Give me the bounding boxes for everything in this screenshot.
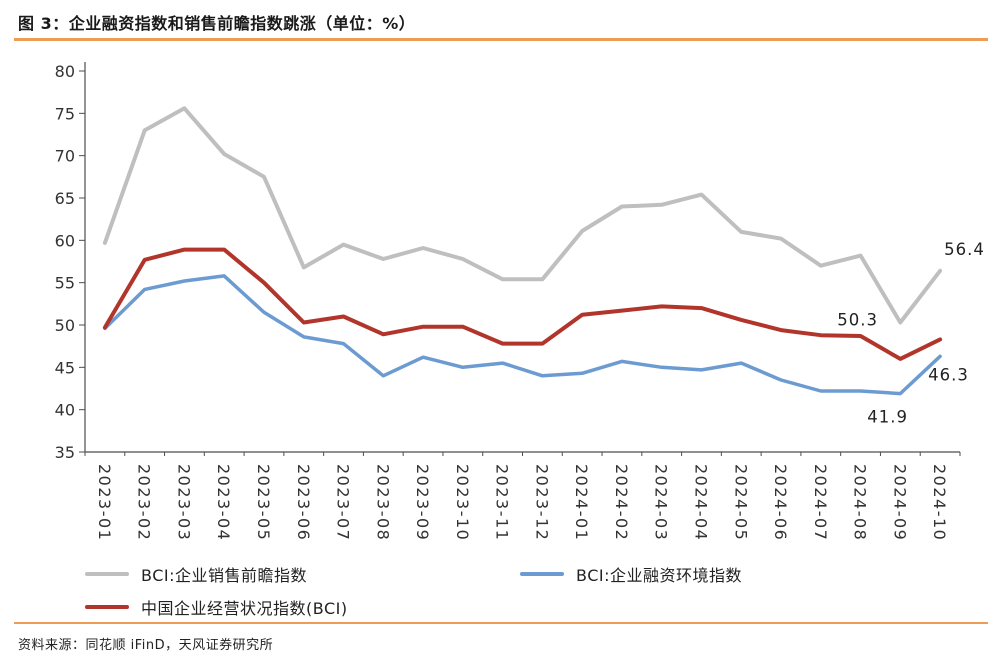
legend-label: BCI:企业融资环境指数 [576,566,742,585]
svg-text:2024-04: 2024-04 [692,464,711,541]
legend-label: BCI:企业销售前瞻指数 [141,566,307,585]
title-divider [14,38,988,41]
svg-text:2024-03: 2024-03 [652,464,671,541]
svg-text:45: 45 [55,358,75,377]
svg-text:2024-02: 2024-02 [612,464,631,541]
svg-text:2024-06: 2024-06 [771,464,790,541]
svg-text:2023-04: 2023-04 [214,464,233,541]
svg-text:50: 50 [55,316,75,335]
chart-legend: BCI:企业销售前瞻指数 BCI:企业融资环境指数 中国企业经营状况指数(BCI… [85,562,945,619]
svg-text:2023-12: 2023-12 [532,464,551,541]
chart-title: 图 3：企业融资指数和销售前瞻指数跳涨（单位：%） [18,14,416,33]
svg-text:2024-09: 2024-09 [890,464,909,541]
svg-text:2023-10: 2023-10 [453,464,472,541]
svg-text:2024-10: 2024-10 [930,464,949,541]
svg-text:2024-08: 2024-08 [851,464,870,541]
svg-text:75: 75 [55,104,75,123]
legend-item-bci-index: 中国企业经营状况指数(BCI) [85,595,520,619]
svg-text:50.3: 50.3 [837,311,878,330]
svg-text:41.9: 41.9 [867,408,908,427]
legend-label: 中国企业经营状况指数(BCI) [141,599,348,618]
svg-text:2024-05: 2024-05 [731,464,750,541]
svg-text:2024-07: 2024-07 [811,464,830,541]
svg-text:46.3: 46.3 [928,365,969,384]
svg-text:80: 80 [55,62,75,81]
svg-text:2024-01: 2024-01 [572,464,591,541]
svg-text:60: 60 [55,231,75,250]
svg-text:70: 70 [55,147,75,166]
line-chart-canvas: 35 40 45 50 55 60 65 70 75 80 2023-01 2023-02 2023-0… [55,62,985,541]
source-note: 资料来源：同花顺 iFinD，天风证券研究所 [18,638,274,653]
svg-text:56.4: 56.4 [944,240,985,259]
svg-text:65: 65 [55,189,75,208]
svg-text:35: 35 [55,443,75,462]
gray-line-swatch [85,572,129,576]
svg-text:2023-07: 2023-07 [334,464,353,541]
svg-text:2023-09: 2023-09 [413,464,432,541]
blue-line-swatch [520,572,564,576]
svg-text:40: 40 [55,401,75,420]
legend-item-financing-environment-index: BCI:企业融资环境指数 [520,562,945,586]
svg-text:2023-02: 2023-02 [135,464,154,541]
svg-text:2023-01: 2023-01 [95,464,114,541]
svg-text:2023-05: 2023-05 [254,464,273,541]
legend-item-sales-outlook-index: BCI:企业销售前瞻指数 [85,562,520,586]
svg-text:2023-08: 2023-08 [373,464,392,541]
svg-text:2023-03: 2023-03 [174,464,193,541]
svg-text:2023-06: 2023-06 [294,464,313,541]
red-line-swatch [85,605,129,609]
svg-text:2023-11: 2023-11 [493,464,512,541]
footer-divider [14,622,988,624]
svg-text:55: 55 [55,274,75,293]
